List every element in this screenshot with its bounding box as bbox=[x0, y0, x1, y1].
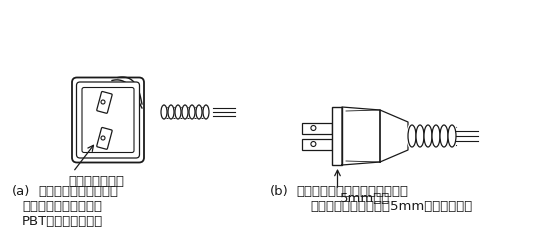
Ellipse shape bbox=[203, 105, 209, 119]
Text: 耐トラッキング性能: 耐トラッキング性能 bbox=[38, 185, 118, 198]
Ellipse shape bbox=[196, 104, 202, 120]
Ellipse shape bbox=[196, 105, 202, 119]
Ellipse shape bbox=[439, 124, 449, 149]
Ellipse shape bbox=[311, 142, 316, 147]
Ellipse shape bbox=[182, 105, 188, 119]
Ellipse shape bbox=[423, 124, 433, 149]
Ellipse shape bbox=[415, 124, 425, 149]
Ellipse shape bbox=[175, 104, 181, 120]
Ellipse shape bbox=[168, 105, 174, 119]
Ellipse shape bbox=[168, 104, 174, 120]
Text: (b): (b) bbox=[270, 185, 289, 198]
Ellipse shape bbox=[189, 104, 195, 120]
Text: 5mm以下: 5mm以下 bbox=[340, 192, 390, 205]
Text: に優れたユリア樹脂や: に優れたユリア樹脂や bbox=[22, 200, 102, 213]
Ellipse shape bbox=[447, 124, 457, 149]
Polygon shape bbox=[380, 110, 408, 162]
Ellipse shape bbox=[161, 105, 167, 119]
FancyBboxPatch shape bbox=[97, 128, 112, 149]
FancyBboxPatch shape bbox=[77, 82, 139, 158]
Ellipse shape bbox=[408, 125, 416, 147]
FancyBboxPatch shape bbox=[82, 88, 134, 153]
Text: (a): (a) bbox=[12, 185, 30, 198]
Polygon shape bbox=[342, 107, 380, 165]
Ellipse shape bbox=[407, 124, 417, 149]
Ellipse shape bbox=[440, 125, 448, 147]
Text: もの（キャップ部分は5mm以下とする）: もの（キャップ部分は5mm以下とする） bbox=[310, 200, 472, 213]
Text: PBTを採用したもの: PBTを採用したもの bbox=[22, 215, 103, 228]
FancyBboxPatch shape bbox=[72, 78, 144, 163]
Bar bbox=[302, 123, 332, 134]
Ellipse shape bbox=[175, 105, 181, 119]
Bar bbox=[302, 139, 332, 149]
Ellipse shape bbox=[416, 125, 424, 147]
Ellipse shape bbox=[182, 104, 188, 120]
Ellipse shape bbox=[161, 104, 167, 120]
Text: 両刃間の沿面距離を長くした: 両刃間の沿面距離を長くした bbox=[296, 185, 408, 198]
Ellipse shape bbox=[424, 125, 432, 147]
Ellipse shape bbox=[311, 125, 316, 130]
FancyBboxPatch shape bbox=[97, 91, 112, 113]
Ellipse shape bbox=[431, 124, 441, 149]
Ellipse shape bbox=[189, 105, 195, 119]
Ellipse shape bbox=[203, 104, 209, 120]
Text: ユリア樹脂など: ユリア樹脂など bbox=[68, 175, 124, 188]
Ellipse shape bbox=[101, 100, 105, 104]
Ellipse shape bbox=[432, 125, 440, 147]
Ellipse shape bbox=[101, 136, 105, 140]
Ellipse shape bbox=[448, 125, 456, 147]
Bar bbox=[332, 107, 342, 165]
